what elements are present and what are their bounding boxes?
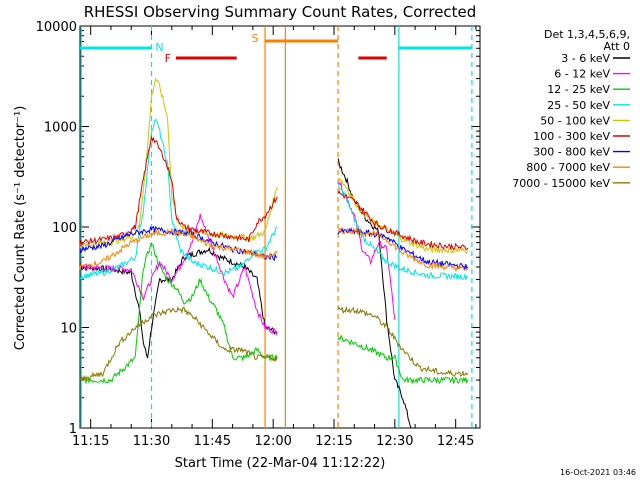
plot-area: 1 10 100 1000 10000 11:15 11:30 11:45 12:00 12:15… bbox=[36, 20, 481, 449]
x-tick-label: 12:45 bbox=[437, 434, 474, 449]
chart-title: RHESSI Observing Summary Count Rates, Co… bbox=[84, 3, 477, 21]
y-tick-label: 1000 bbox=[44, 121, 77, 136]
series-line-5 bbox=[337, 178, 469, 255]
series-line-1 bbox=[337, 158, 412, 429]
legend-label: 12 - 25 keV bbox=[547, 83, 610, 96]
series-line-1 bbox=[79, 246, 278, 359]
x-axis-label: Start Time (22-Mar-04 11:12:22) bbox=[175, 456, 386, 471]
series-line-3 bbox=[79, 243, 278, 385]
legend-label: 100 - 300 keV bbox=[533, 130, 610, 143]
legend-label: 3 - 6 keV bbox=[561, 52, 610, 65]
x-tick-label: 11:15 bbox=[72, 434, 109, 449]
legend-label: 6 - 12 keV bbox=[554, 68, 610, 81]
series-line-7 bbox=[337, 226, 469, 270]
annotation-label: F bbox=[165, 52, 171, 65]
y-tick-label: 100 bbox=[52, 221, 77, 236]
x-tick-label: 11:30 bbox=[133, 434, 170, 449]
legend-label: 7000 - 15000 keV bbox=[512, 177, 610, 190]
legend-header: Att 0 bbox=[604, 40, 630, 53]
series-line-2 bbox=[79, 213, 278, 337]
legend-label: 50 - 100 keV bbox=[540, 114, 610, 127]
y-tick-label: 10000 bbox=[36, 20, 77, 35]
series-line-9 bbox=[337, 305, 469, 377]
series-line-8 bbox=[337, 227, 469, 273]
legend-header: Det 1,3,4,5,6,9, bbox=[544, 28, 630, 41]
legend-label: 25 - 50 keV bbox=[547, 99, 610, 112]
series-line-3 bbox=[337, 334, 469, 385]
x-tick-label: 11:45 bbox=[194, 434, 231, 449]
series-line-9 bbox=[79, 306, 278, 383]
x-tick-label: 12:30 bbox=[376, 434, 413, 449]
legend: Det 1,3,4,5,6,9,Att 03 - 6 keV 6 - 12 keV… bbox=[512, 28, 630, 190]
series-line-2 bbox=[337, 180, 396, 320]
series-line-6 bbox=[79, 135, 278, 247]
series-line-6 bbox=[337, 190, 469, 251]
y-axis-label: Corrected Count Rate (s⁻¹ detector⁻¹) bbox=[13, 106, 28, 351]
y-tick-label: 10 bbox=[60, 322, 77, 337]
legend-label: 800 - 7000 keV bbox=[526, 161, 610, 174]
x-tick-label: 12:00 bbox=[254, 434, 291, 449]
y-tick-label: 1 bbox=[69, 422, 77, 437]
series-line-5 bbox=[79, 77, 278, 249]
annotation-label: S bbox=[252, 32, 259, 45]
x-tick-label: 12:15 bbox=[315, 434, 352, 449]
legend-label: 300 - 800 keV bbox=[533, 146, 610, 159]
annotation-label: N bbox=[155, 41, 163, 54]
series-line-8 bbox=[79, 228, 278, 270]
series-line-4 bbox=[79, 119, 278, 281]
timestamp-label: 16-Oct-2021 03:46 bbox=[560, 468, 636, 477]
